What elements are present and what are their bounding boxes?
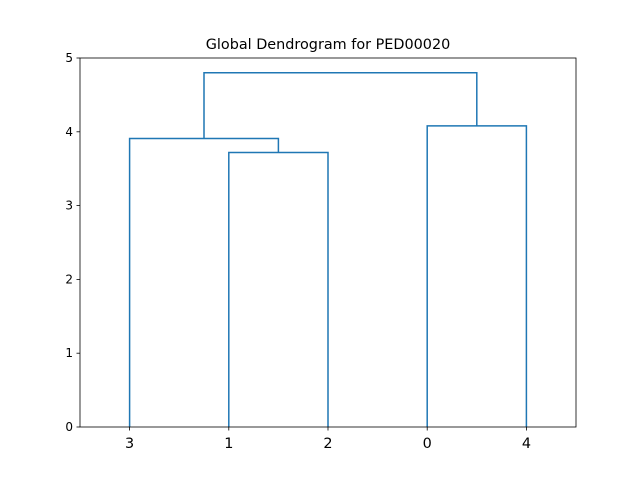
y-tick-label-3: 3 [65,199,73,213]
leaf-label-4: 4 [522,436,531,452]
y-tick-label-0: 0 [65,420,73,434]
y-tick-label-5: 5 [65,51,73,65]
dendrogram-link-2 [426,125,528,427]
y-tick-label-2: 2 [65,272,73,286]
dendrogram-link-3 [203,72,478,139]
dendrogram-link-1 [128,137,280,427]
axes: 0 1 2 3 4 5 3 1 2 0 4 [65,51,577,452]
dendrogram-link-0 [228,151,329,427]
y-tick-label-4: 4 [65,125,73,139]
y-tick-label-1: 1 [65,346,73,360]
dendrogram-links [128,72,528,427]
leaf-label-2: 2 [323,436,332,452]
leaf-label-3: 3 [125,436,134,452]
leaf-label-1: 1 [224,436,233,452]
leaf-label-0: 0 [423,436,432,452]
chart-title: Global Dendrogram for PED00020 [206,37,451,53]
